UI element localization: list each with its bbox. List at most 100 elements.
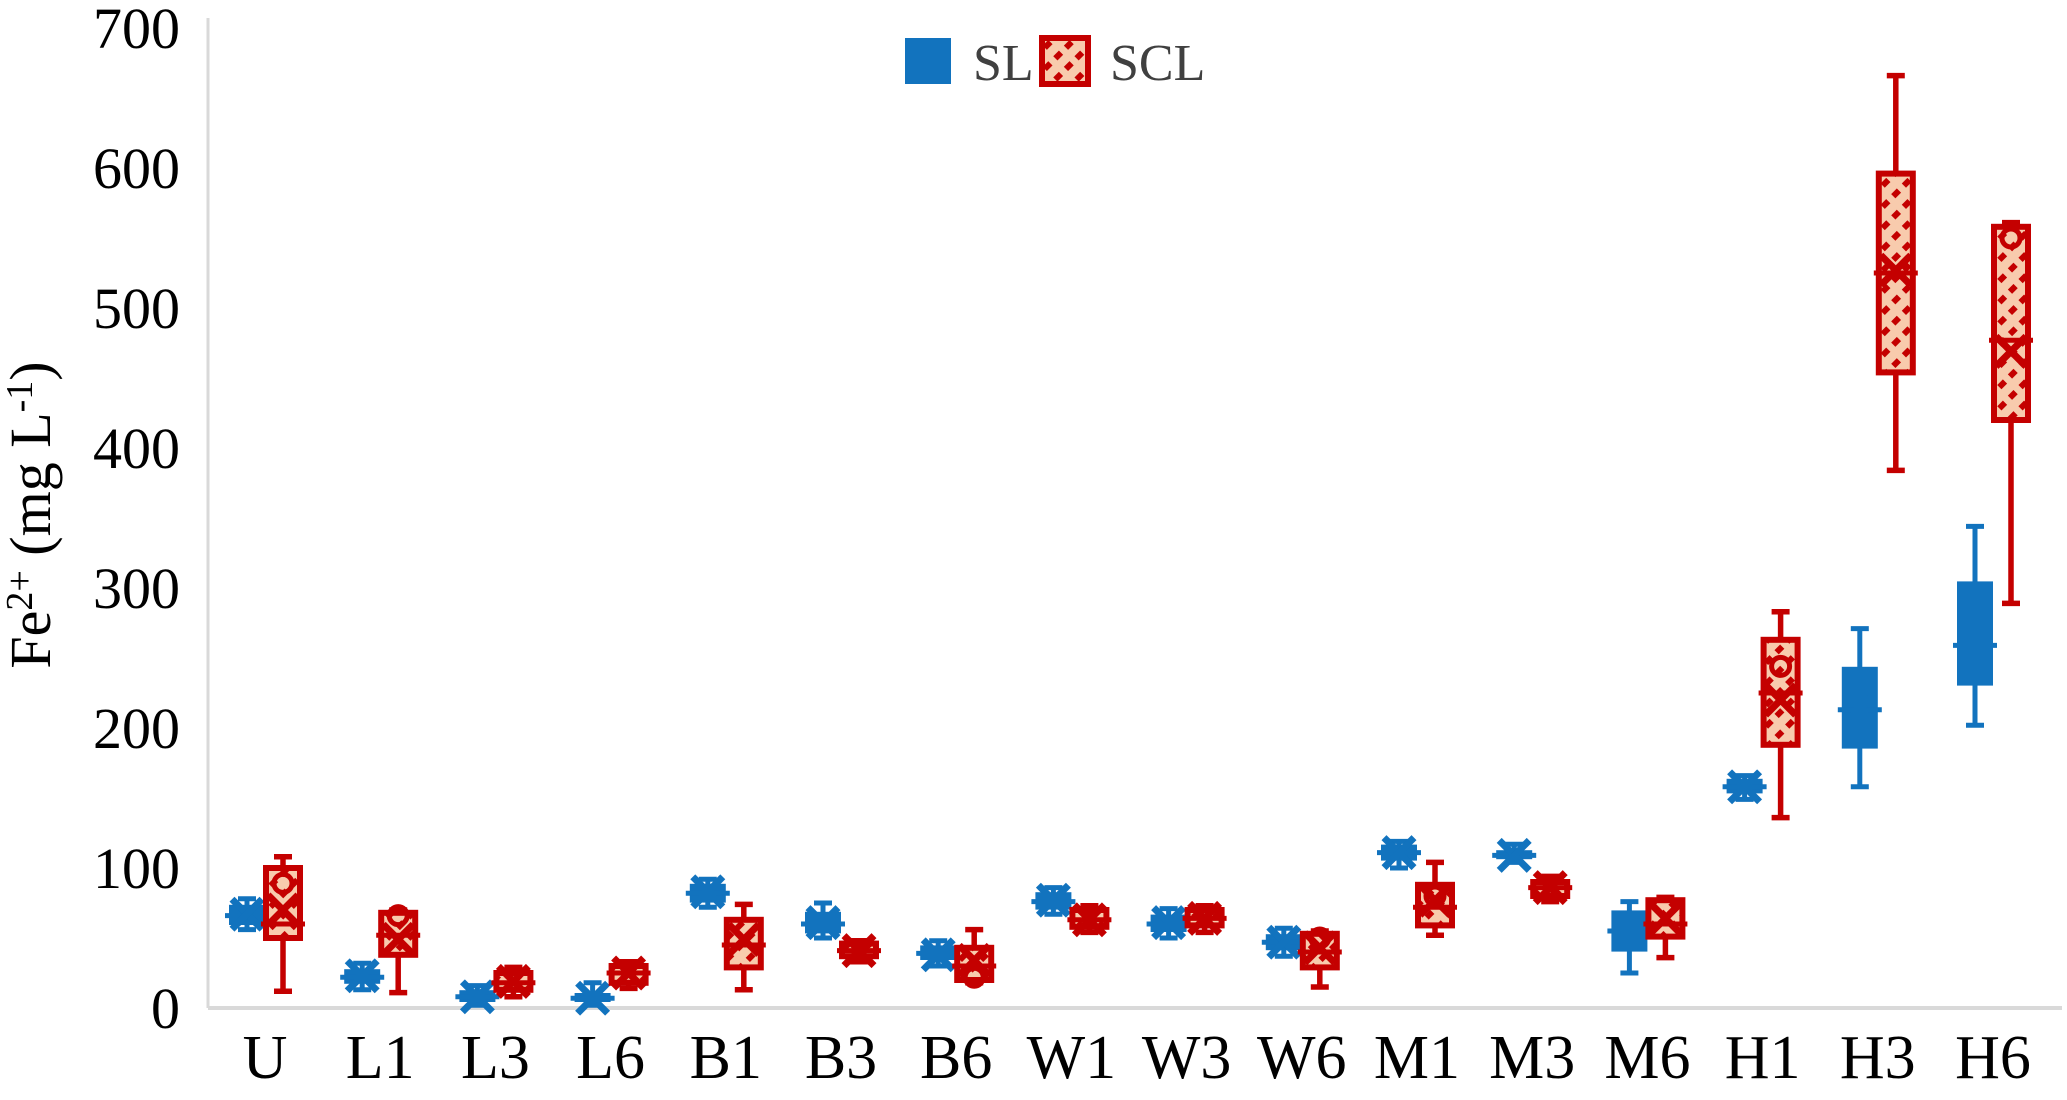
mean-x-marker [575, 980, 611, 1016]
y-axis-title: Fe2+ (mg L-1) [0, 361, 63, 668]
x-category-label: W1 [1027, 1024, 1117, 1092]
mean-x-marker [690, 874, 726, 910]
mean-x-marker [1035, 882, 1071, 918]
y-tick-label: 400 [93, 416, 180, 481]
box-sl-m1 [1377, 835, 1421, 871]
legend-swatch-sl [905, 38, 951, 84]
axis-labels: 0 100 200 300 400 500 600 700 U L1 L3 L6 B1 B3 B6 W1 W3 W… [0, 0, 2031, 1092]
x-category-label: H6 [1955, 1024, 2031, 1092]
mean-x-marker [344, 958, 380, 994]
x-category-label: W3 [1142, 1024, 1232, 1092]
box-scl-b6 [952, 926, 997, 989]
x-category-label: M3 [1489, 1024, 1575, 1092]
legend-label-scl: SCL [1110, 35, 1205, 92]
y-tick-label: 700 [93, 0, 180, 61]
y-axis-title-text: Fe2+ (mg L-1) [0, 361, 63, 668]
mean-x-marker [611, 955, 647, 991]
mean-x-marker [1151, 905, 1187, 941]
box-scl-l1 [376, 904, 421, 996]
mean-x-marker [1187, 900, 1223, 936]
box-sl-w6 [1261, 924, 1306, 960]
y-tick-label: 600 [93, 136, 180, 201]
mean-x-marker [841, 933, 877, 969]
y-tick-label: 500 [93, 276, 180, 341]
box-scl-h6 [1989, 219, 2033, 607]
box-scl-h1 [1758, 609, 1803, 821]
axes [206, 18, 2062, 1010]
mean-x-marker [265, 892, 301, 928]
box-sl-l6 [570, 980, 615, 1016]
outlier-point [1308, 926, 1332, 950]
box-scl-l6 [606, 955, 651, 992]
box-scl-m6 [1643, 894, 1688, 961]
mean-x-marker [1727, 769, 1763, 805]
outlier-point [1423, 884, 1447, 908]
box-sl-b1 [685, 874, 730, 910]
outlier-point [271, 871, 295, 895]
mean-x-marker [1071, 902, 1107, 938]
box-sl-h6 [1953, 523, 1997, 728]
box-scl-b3 [837, 933, 881, 969]
mean-x-marker [920, 937, 956, 973]
box-sl-w3 [1146, 905, 1191, 941]
iqr-box [1991, 223, 2031, 423]
box-sl-l3 [455, 979, 500, 1015]
x-category-label: L3 [461, 1024, 530, 1092]
x-category-label: L1 [346, 1024, 415, 1092]
box-scl-w3 [1182, 900, 1227, 936]
box-sl-w1 [1031, 882, 1076, 918]
mean-x-marker [380, 921, 416, 957]
mean-x-marker [495, 963, 531, 999]
mean-x-marker [1957, 604, 1993, 640]
mean-x-marker [1763, 682, 1799, 718]
box-scl-w1 [1067, 902, 1112, 938]
mean-x-marker [1496, 837, 1532, 873]
mean-x-marker [1842, 690, 1878, 726]
box-scl-m3 [1528, 870, 1573, 906]
mean-x-marker [229, 896, 265, 932]
box-scl-b1 [721, 901, 766, 993]
x-category-label: U [243, 1024, 288, 1092]
y-tick-label: 200 [93, 696, 180, 761]
box-sl-b6 [916, 937, 961, 973]
box-scl-l3 [491, 963, 536, 1000]
outlier-point [386, 904, 410, 928]
x-category-label: L6 [576, 1024, 645, 1092]
mean-x-marker [1993, 333, 2029, 369]
box-sl-l1 [340, 958, 385, 994]
mean-x-marker [1611, 913, 1647, 949]
x-category-label: B1 [690, 1024, 762, 1092]
box-sl-h3 [1837, 626, 1882, 790]
boxes [225, 72, 2033, 1016]
y-tick-label: 300 [93, 556, 180, 621]
x-category-label: H1 [1725, 1024, 1801, 1092]
x-category-label: B6 [920, 1024, 992, 1092]
x-category-label: W6 [1257, 1024, 1347, 1092]
y-tick-label: 100 [93, 836, 180, 901]
box-sl-m3 [1492, 837, 1537, 873]
outlier-point [1769, 654, 1793, 678]
mean-x-marker [1647, 900, 1683, 936]
box-scl-h3 [1873, 72, 1918, 474]
box-sl-m6 [1607, 899, 1652, 976]
outlier-point [1999, 226, 2023, 250]
x-category-label: M1 [1374, 1024, 1460, 1092]
box-sl-h1 [1722, 769, 1767, 805]
mean-x-marker [1532, 870, 1568, 906]
mean-x-marker [956, 942, 992, 978]
mean-x-marker [1266, 924, 1302, 960]
mean-x-marker [459, 979, 495, 1015]
mean-x-marker [1878, 252, 1914, 288]
box-sl-b3 [801, 900, 845, 941]
legend-swatch-scl [1039, 35, 1091, 87]
box-scl-m1 [1413, 859, 1457, 938]
x-category-label: M6 [1604, 1024, 1690, 1092]
box-scl-w6 [1297, 926, 1342, 990]
x-category-label: B3 [805, 1024, 877, 1092]
box-sl-u [225, 896, 269, 933]
mean-x-marker [1417, 882, 1453, 918]
outlier-point [962, 965, 986, 989]
legend: SL SCL [905, 35, 1205, 92]
